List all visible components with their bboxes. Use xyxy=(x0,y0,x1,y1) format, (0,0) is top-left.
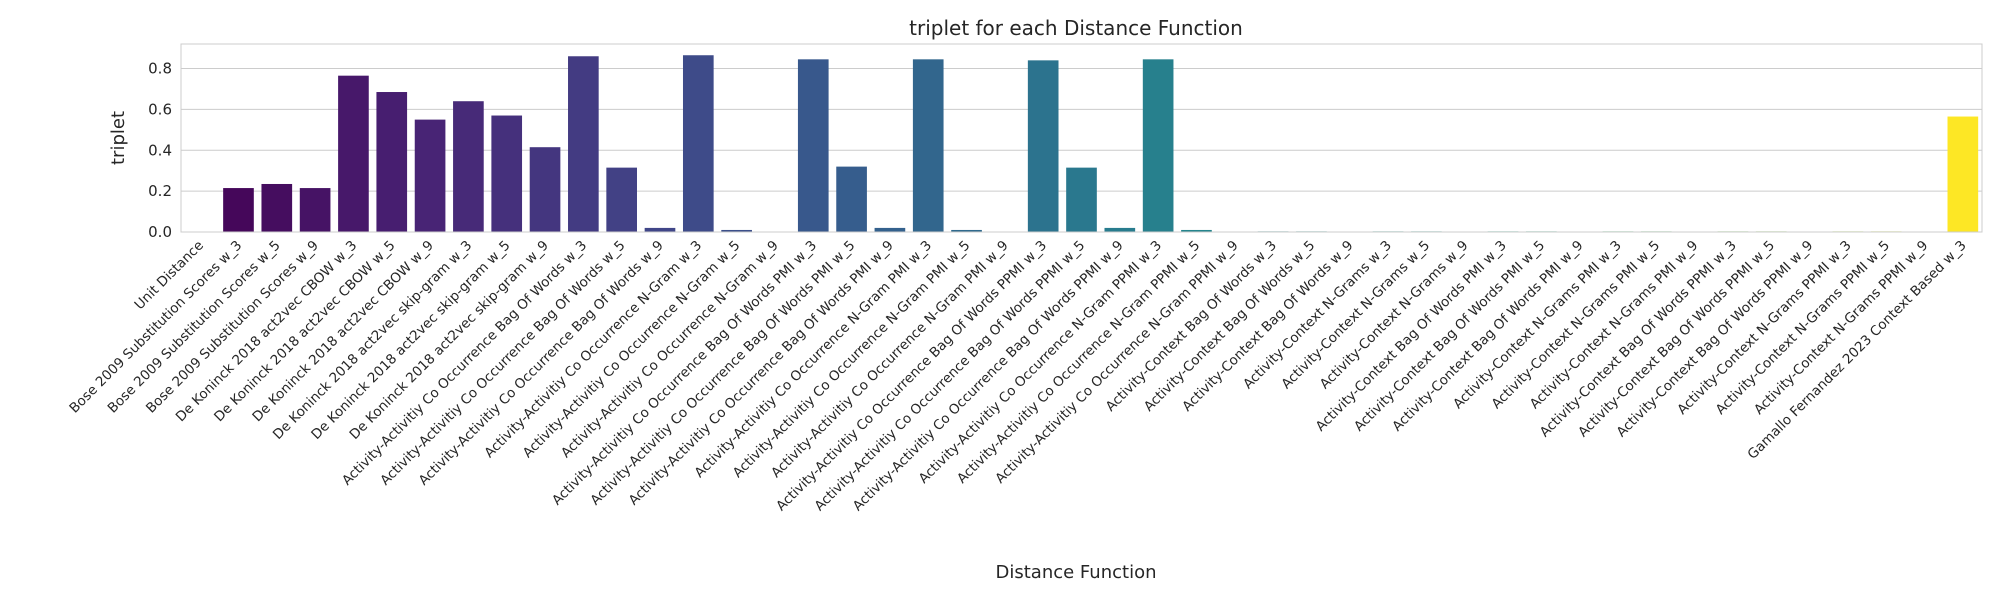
bar xyxy=(798,59,829,232)
bar xyxy=(1028,60,1059,232)
bar xyxy=(836,167,867,232)
y-tick-label: 0.4 xyxy=(148,141,172,159)
y-tick-label: 0.2 xyxy=(148,182,172,200)
bar xyxy=(568,56,599,232)
bar xyxy=(453,101,484,232)
bar xyxy=(338,76,369,232)
bar xyxy=(683,55,714,232)
bar xyxy=(376,92,407,232)
bar xyxy=(300,188,331,232)
chart-title: triplet for each Distance Function xyxy=(909,16,1243,40)
bar xyxy=(491,116,522,232)
y-tick-label: 0.6 xyxy=(148,100,172,118)
bar xyxy=(1948,117,1979,232)
bar xyxy=(1104,228,1135,232)
bars-layer xyxy=(223,55,1978,232)
y-axis-label: triplet xyxy=(108,111,129,165)
bar xyxy=(606,168,637,232)
bar xyxy=(261,184,292,232)
y-tick-labels: 0.0 0.2 0.4 0.6 0.8 xyxy=(148,60,172,241)
bar xyxy=(1143,59,1174,232)
bar xyxy=(645,228,676,232)
bar xyxy=(223,188,254,232)
y-tick-label: 0.0 xyxy=(148,223,172,241)
bar xyxy=(913,59,944,232)
bar xyxy=(415,120,446,232)
bar xyxy=(530,147,561,232)
x-axis-label: Distance Function xyxy=(996,562,1157,583)
y-tick-label: 0.8 xyxy=(148,60,172,78)
bar xyxy=(1066,168,1097,232)
bar xyxy=(875,228,906,232)
